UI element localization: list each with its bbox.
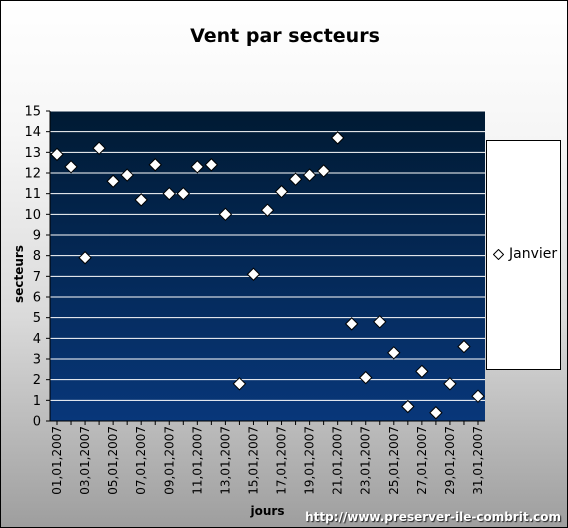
x-tick-label: 25,01,2007: [387, 426, 401, 495]
data-point: [64, 160, 78, 174]
data-point: [232, 377, 247, 391]
legend: Janvier: [486, 140, 561, 370]
x-axis-label: jours: [250, 504, 285, 518]
x-tick-label: 27,01,2007: [415, 426, 429, 495]
y-tick-label: 10: [24, 208, 41, 223]
x-tick-label: 29,01,2007: [443, 426, 457, 495]
data-point: [176, 186, 191, 201]
data-point: [443, 377, 457, 391]
y-tick-label: 6: [33, 291, 41, 306]
y-tick-label: 2: [33, 373, 41, 388]
x-tick-label: 05,01,2007: [106, 426, 120, 495]
website-watermark: http://www.preserver-ile-combrit.com: [305, 510, 561, 524]
data-point: [302, 168, 317, 182]
x-tick-label: 19,01,2007: [303, 426, 317, 495]
x-tick-label: 21,01,2007: [331, 426, 345, 495]
data-point: [387, 346, 401, 360]
data-point: [330, 131, 345, 145]
y-tick-label: 1: [33, 394, 41, 409]
x-tick-label: 07,01,2007: [134, 426, 148, 495]
data-point: [162, 186, 176, 201]
data-point: [288, 172, 303, 186]
data-point: [260, 203, 275, 217]
y-tick-label: 7: [33, 270, 41, 285]
data-point: [106, 174, 120, 188]
x-tick-label: 11,01,2007: [190, 426, 204, 495]
data-point: [401, 399, 415, 414]
data-point: [373, 315, 387, 329]
data-point: [359, 370, 373, 385]
x-tick-label: 31,01,2007: [471, 426, 485, 495]
y-tick-label: 4: [33, 332, 41, 347]
x-tick-label: 01,01,2007: [50, 426, 64, 495]
data-point: [148, 158, 162, 172]
y-tick-label: 15: [24, 105, 41, 120]
data-point: [471, 389, 485, 403]
x-tick-label: 23,01,2007: [359, 426, 373, 495]
y-tick-label: 3: [33, 353, 41, 368]
chart-title: Vent par secteurs: [190, 25, 380, 47]
y-tick-label: 12: [24, 167, 41, 182]
x-tick-label: 13,01,2007: [218, 426, 232, 495]
data-point: [204, 158, 219, 172]
data-point: [274, 184, 289, 199]
data-point: [415, 364, 429, 379]
data-point: [92, 141, 106, 155]
data-point: [78, 251, 92, 265]
y-tick-label: 0: [33, 415, 41, 430]
y-tick-label: 11: [24, 187, 41, 202]
data-point: [218, 207, 233, 222]
data-point: [344, 317, 359, 331]
y-tick-label: 13: [24, 146, 41, 161]
diamond-marker-icon: [493, 248, 504, 260]
data-point: [134, 193, 148, 207]
data-point: [316, 164, 331, 178]
data-point: [50, 147, 64, 162]
y-tick-label: 9: [33, 229, 41, 244]
data-point: [246, 267, 261, 281]
legend-entry: Janvier: [493, 246, 557, 262]
x-tick-label: 03,01,2007: [78, 426, 92, 495]
x-tick-label: 15,01,2007: [246, 426, 260, 495]
y-tick-label: 14: [24, 125, 41, 140]
data-point: [120, 168, 134, 182]
y-axis-label: secteurs: [12, 245, 26, 303]
y-tick-label: 5: [33, 311, 41, 326]
x-tick-label: 09,01,2007: [162, 426, 176, 495]
data-point: [190, 160, 205, 174]
legend-label: Janvier: [509, 246, 558, 262]
plot-area: [50, 111, 485, 421]
x-tick-label: 17,01,2007: [275, 426, 289, 495]
y-tick-label: 8: [33, 249, 41, 264]
data-point: [429, 406, 443, 420]
data-point: [457, 339, 471, 354]
